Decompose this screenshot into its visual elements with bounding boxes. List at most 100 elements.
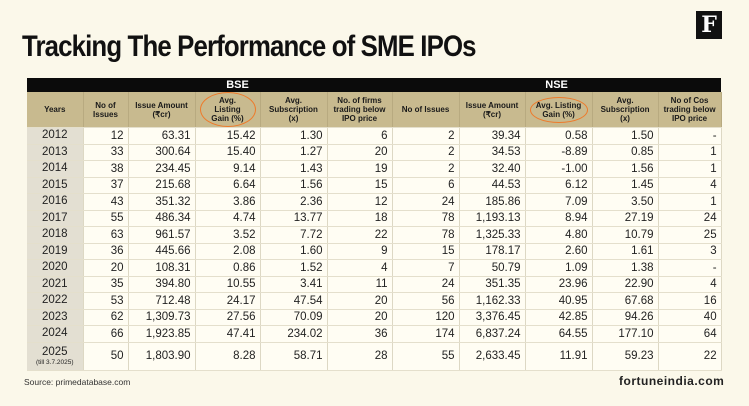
bse-cell: 22 (327, 226, 393, 244)
nse-cell: 3 (658, 243, 722, 260)
year-cell: 2015 (27, 177, 84, 194)
table-row: 2020 20 108.31 0.86 1.52 4 7 50.79 1.09 1.38- (27, 259, 722, 277)
year-label: 2015 (41, 178, 68, 191)
nse-cell: - (658, 259, 722, 277)
nse-cell: 6 (392, 177, 460, 194)
bse-cell: 1.27 (260, 144, 328, 161)
nse-cell: 185.86 (459, 193, 526, 211)
nse-cell: 1.56 (592, 160, 659, 178)
nse-cell: 0.85 (592, 144, 659, 161)
nse-cell: 8.94 (525, 210, 593, 227)
nse-cell: 1,193.13 (459, 210, 526, 227)
bse-group-header: BSE (83, 78, 393, 92)
nse-cell: 78 (392, 226, 460, 244)
nse-header-label: No of Cos trading below IPO price (663, 96, 716, 123)
bse-cell: 12 (327, 193, 393, 211)
bse-cell: 1,923.85 (128, 325, 196, 343)
table-row: 2021 35 394.80 10.55 3.41 11 24 351.35 23.96 22.9… (27, 276, 722, 293)
nse-cell: 64.55 (525, 325, 593, 343)
nse-cell: 2,633.45 (459, 342, 526, 371)
bse-cell: 58.71 (260, 342, 328, 371)
bse-cell: 234.45 (128, 160, 196, 178)
bse-cell: 4 (327, 259, 393, 277)
bse-header-label: No of Issues (93, 100, 118, 119)
bse-cell: 1.52 (260, 259, 328, 277)
year-cell: 2012 (27, 127, 84, 145)
bse-cell: 0.86 (195, 259, 261, 277)
table-row: 2022 53 712.48 24.17 47.54 20 56 1,162.33 40.95 6… (27, 292, 722, 310)
bse-cell: 53 (83, 292, 129, 310)
bse-cell: 108.31 (128, 259, 196, 277)
nse-cell: 50.79 (459, 259, 526, 277)
bse-header-label: No. of firms trading below IPO price (333, 96, 386, 123)
bse-cell: 1,803.90 (128, 342, 196, 371)
bse-cell: 15.42 (195, 127, 261, 145)
bse-header-0: No of Issues (83, 92, 129, 128)
nse-cell: 27.19 (592, 210, 659, 227)
nse-cell: 59.23 (592, 342, 659, 371)
nse-cell: 174 (392, 325, 460, 343)
year-cell: 2022 (27, 292, 84, 310)
year-label: 2024 (41, 327, 68, 340)
year-cell: 2019 (27, 243, 84, 260)
year-label: 2023 (41, 310, 68, 323)
bse-cell: 55 (83, 210, 129, 227)
year-label: 2020 (41, 261, 68, 274)
nse-cell: -8.89 (525, 144, 593, 161)
nse-cell: 78 (392, 210, 460, 227)
nse-cell: 24 (392, 193, 460, 211)
nse-header-0: No of Issues (392, 92, 460, 128)
bse-cell: 19 (327, 160, 393, 178)
bse-cell: 20 (83, 259, 129, 277)
nse-cell: 64 (658, 325, 722, 343)
bse-cell: 20 (327, 309, 393, 326)
bse-cell: 20 (327, 144, 393, 161)
year-label: 2014 (41, 162, 68, 175)
bse-header-label: Avg. Subscription (x) (269, 96, 318, 123)
table-row: 2023 62 1,309.73 27.56 70.09 20 120 3,376.45 42.… (27, 309, 722, 326)
nse-cell: 0.58 (525, 127, 593, 145)
bse-cell: 33 (83, 144, 129, 161)
year-label: 2017 (41, 211, 68, 224)
bse-cell: 1.56 (260, 177, 328, 194)
bse-cell: 50 (83, 342, 129, 371)
year-cell: 2013 (27, 144, 84, 161)
bse-cell: 47.54 (260, 292, 328, 310)
nse-cell: 67.68 (592, 292, 659, 310)
bse-cell: 394.80 (128, 276, 196, 293)
nse-cell: 32.40 (459, 160, 526, 178)
nse-cell: 6,837.24 (459, 325, 526, 343)
bse-cell: 70.09 (260, 309, 328, 326)
bse-cell: 63.31 (128, 127, 196, 145)
nse-cell: - (658, 127, 722, 145)
nse-header-1: Issue Amount (₹cr) (459, 92, 526, 128)
bse-cell: 7.72 (260, 226, 328, 244)
bse-header-3: Avg. Subscription (x) (260, 92, 328, 128)
nse-cell: 2 (392, 144, 460, 161)
bse-cell: 2.08 (195, 243, 261, 260)
bse-cell: 215.68 (128, 177, 196, 194)
bse-cell: 3.52 (195, 226, 261, 244)
page-title: Tracking The Performance of SME IPOs (22, 30, 477, 63)
nse-cell: 40 (658, 309, 722, 326)
year-cell: 2024 (27, 325, 84, 343)
bse-cell: 6.64 (195, 177, 261, 194)
bse-cell: 47.41 (195, 325, 261, 343)
nse-group-header: NSE (392, 78, 722, 92)
year-note: (till 3.7.2025) (35, 359, 74, 366)
nse-cell: 120 (392, 309, 460, 326)
bse-cell: 445.66 (128, 243, 196, 260)
year-label: 2022 (41, 294, 68, 307)
year-label: 2012 (41, 129, 68, 142)
fortune-logo: F (696, 11, 722, 39)
sme-ipo-table: BSE NSE Years No of Issues Issue Amount (… (27, 78, 722, 371)
nse-cell: 1.61 (592, 243, 659, 260)
year-cell: 2023 (27, 309, 84, 326)
nse-cell: 1.50 (592, 127, 659, 145)
blank-group (27, 78, 83, 92)
bse-cell: 10.55 (195, 276, 261, 293)
nse-cell: 7.09 (525, 193, 593, 211)
nse-cell: 11.91 (525, 342, 593, 371)
nse-cell: 4 (658, 276, 722, 293)
nse-cell: 177.10 (592, 325, 659, 343)
